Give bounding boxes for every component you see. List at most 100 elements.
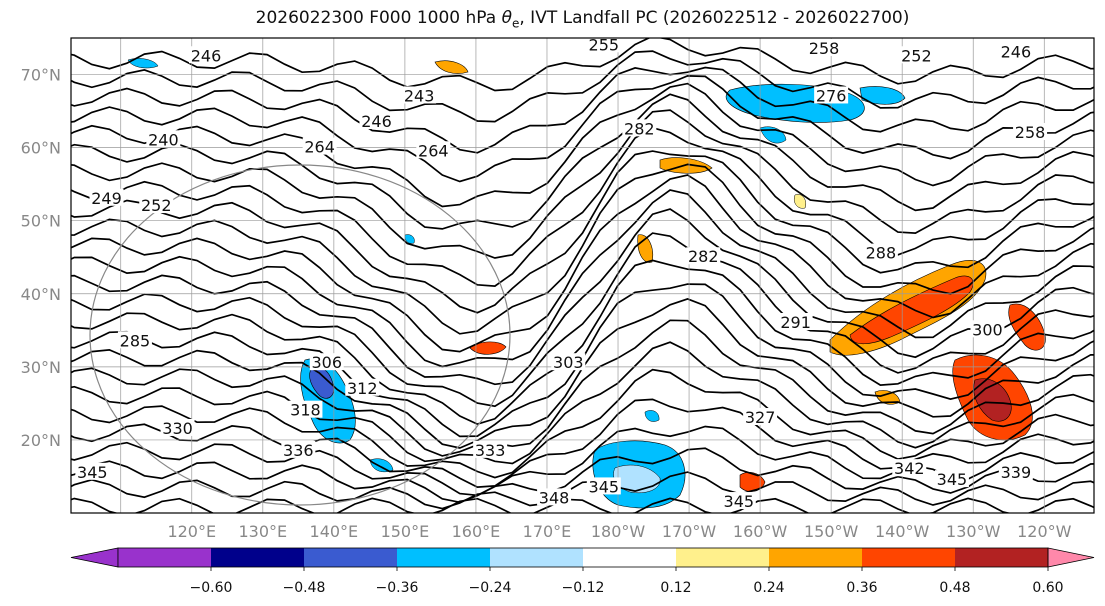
- colorbar-extend-high: [1047, 547, 1095, 568]
- colorbar-segment: [676, 548, 770, 567]
- contour-label: 282: [688, 247, 719, 266]
- contour-label: 240: [148, 130, 179, 149]
- contour-label-bg: [863, 243, 898, 261]
- contour-label: 300: [972, 320, 1003, 339]
- contour-label-bg: [586, 477, 621, 495]
- landfall-circle: [89, 164, 511, 506]
- theta-e-contour: [71, 425, 1094, 497]
- colorbar-segment: [397, 548, 491, 567]
- latitude-label: 40°N: [21, 285, 61, 304]
- longitude-label: 170°E: [523, 522, 572, 541]
- latitude-label: 60°N: [21, 139, 61, 158]
- contour-label: 252: [141, 196, 172, 215]
- contour-label: 339: [1001, 463, 1032, 482]
- contour-label-bg: [416, 141, 451, 159]
- colorbar-tick-label: 0.36: [846, 580, 877, 596]
- contour-label: 264: [418, 141, 449, 160]
- contour-label: 312: [347, 379, 378, 398]
- contour-label: 318: [290, 401, 321, 420]
- contour-label-bg: [117, 331, 152, 349]
- map-title: 2026022300 F000 1000 hPa θe, IVT Landfal…: [255, 8, 910, 31]
- colorbar-segment: [583, 548, 677, 567]
- contour-label: 282: [624, 119, 655, 138]
- theta-e-contour: [71, 341, 1094, 465]
- contour-label: 345: [937, 470, 968, 489]
- contour-label-bg: [899, 46, 934, 64]
- colorbar-extend-low: [70, 547, 119, 568]
- longitude-label: 170°W: [662, 522, 717, 541]
- latitude-label: 30°N: [21, 358, 61, 377]
- contour-label-bg: [89, 188, 124, 206]
- contour-label-bg: [160, 418, 195, 436]
- positive-anomaly-small-1: [469, 341, 507, 355]
- contour-label-bg: [622, 119, 657, 137]
- contour-label: 246: [191, 46, 222, 65]
- contour-label: 288: [866, 244, 897, 263]
- contour-label-bg: [892, 459, 927, 477]
- colorbar-tick-label: 0.12: [660, 580, 691, 596]
- contour-label: 348: [539, 488, 570, 507]
- contour-label-bg: [586, 35, 621, 53]
- colorbar-tick-label: 0.48: [939, 580, 970, 596]
- colorbar-segment: [862, 548, 956, 567]
- contour-label-bg: [998, 462, 1033, 480]
- contour-label: 255: [589, 35, 620, 54]
- theta-e-contour: [71, 109, 1094, 259]
- contour-label-bg: [302, 137, 337, 155]
- theta-e-contour: [71, 66, 1094, 154]
- contour-label-bg: [551, 353, 586, 371]
- theta-e-contour: [71, 232, 1094, 408]
- contour-labels: 2462432462552582522462432402642642822762…: [75, 35, 1048, 511]
- colorbar-segment: [211, 548, 305, 567]
- colorbar-tick-label: −0.36: [376, 580, 419, 596]
- negative-anomaly-small-3: [404, 234, 415, 244]
- longitude-label: 140°E: [310, 522, 359, 541]
- contour-label: 258: [809, 39, 840, 58]
- contour-label: 246: [361, 112, 392, 131]
- colorbar-tick-label: 0.60: [1032, 580, 1063, 596]
- latitude-label: 20°N: [21, 431, 61, 450]
- longitude-labels: 120°E 130°E 140°E 150°E 160°E 170°E 180°W 170°W…: [167, 522, 1071, 541]
- theta-e-contour: [71, 38, 1094, 92]
- contour-label-bg: [807, 38, 842, 56]
- colorbar-segment: [955, 548, 1049, 567]
- contour-label: 345: [589, 477, 620, 496]
- negative-anomaly-small-4: [644, 410, 660, 422]
- contour-label-bg: [814, 86, 849, 104]
- longitude-label: 120°W: [1017, 522, 1072, 541]
- contour-label: 276: [816, 86, 847, 105]
- contour-label-bg: [288, 400, 323, 418]
- contour-label-bg: [970, 320, 1005, 338]
- negative-anomaly-small-1: [127, 58, 159, 69]
- contour-label-bg: [75, 462, 110, 480]
- colorbar-tick-label: −0.12: [562, 580, 605, 596]
- theta-e-contour: [71, 447, 1094, 504]
- longitude-label: 140°W: [875, 522, 930, 541]
- contour-label: 327: [745, 408, 776, 427]
- contour-label: 330: [162, 419, 193, 438]
- contour-label: 243: [404, 86, 435, 105]
- contour-label-bg: [686, 247, 721, 265]
- contour-label-bg: [743, 408, 778, 425]
- contour-label: 306: [311, 353, 342, 372]
- theta-e-contour: [71, 126, 1094, 287]
- theta-e-contour: [71, 319, 1094, 457]
- contour-label-bg: [146, 130, 181, 148]
- colorbar-tick-label: −0.24: [469, 580, 512, 596]
- contour-label-bg: [359, 112, 394, 130]
- theta-e-contour: [71, 368, 1094, 479]
- contour-label: 258: [1015, 123, 1046, 142]
- contour-label-bg: [139, 196, 174, 214]
- contour-label: 291: [780, 313, 811, 332]
- shaded-anomalies: [127, 58, 1046, 509]
- map-plot-area: 2462432462552582522462432402642642822762…: [70, 35, 1095, 514]
- theta-e-contour: [71, 75, 1094, 183]
- theta-e-contour: [71, 163, 1094, 335]
- contour-label: 264: [304, 138, 335, 157]
- latitude-label: 70°N: [21, 66, 61, 85]
- longitude-label: 160°E: [452, 522, 501, 541]
- longitude-label: 130°E: [238, 522, 287, 541]
- latitude-labels: 70°N 60°N 50°N 40°N 30°N 20°N: [21, 66, 61, 450]
- negative-anomaly-small-2: [369, 458, 394, 473]
- positive-anomaly-small-7: [794, 194, 806, 209]
